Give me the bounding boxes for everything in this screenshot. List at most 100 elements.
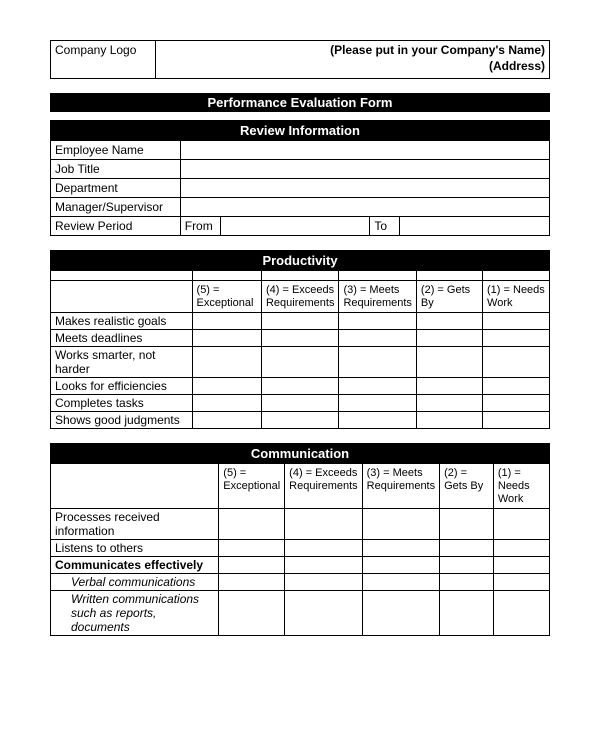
rating-cell[interactable] <box>416 412 482 429</box>
productivity-row: Completes tasks <box>51 395 550 412</box>
criteria-label: Processes received information <box>51 509 219 540</box>
manager-label: Manager/Supervisor <box>51 198 181 217</box>
rating-cell[interactable] <box>440 509 494 540</box>
productivity-rating-header-row: (5) = Exceptional (4) = Exceeds Requirem… <box>51 281 550 313</box>
rating-cell[interactable] <box>192 347 261 378</box>
rating-cell[interactable] <box>416 378 482 395</box>
review-period-label: Review Period <box>51 217 181 236</box>
communication-header: Communication <box>51 444 550 464</box>
review-info-table: Review Information Employee Name Job Tit… <box>50 120 550 236</box>
productivity-corner-cell <box>51 281 193 313</box>
manager-value[interactable] <box>180 198 549 217</box>
criteria-label: Communicates effectively <box>51 557 219 574</box>
communication-row: Written communications such as reports, … <box>51 591 550 636</box>
rating-cell[interactable] <box>362 540 439 557</box>
criteria-label: Listens to others <box>51 540 219 557</box>
rating-cell[interactable] <box>483 313 550 330</box>
company-info-cell: (Please put in your Company's Name) (Add… <box>155 41 549 79</box>
to-value[interactable] <box>400 217 550 236</box>
review-info-header: Review Information <box>51 121 550 141</box>
rating-2-header: (2) = Gets By <box>416 281 482 313</box>
rating-cell[interactable] <box>192 412 261 429</box>
rating-cell[interactable] <box>192 330 261 347</box>
rating-4-header: (4) = Exceeds Requirements <box>285 464 362 509</box>
company-address-placeholder: (Address) <box>489 59 545 73</box>
rating-cell[interactable] <box>285 509 362 540</box>
rating-cell[interactable] <box>440 557 494 574</box>
company-name-placeholder: (Please put in your Company's Name) <box>330 43 545 57</box>
rating-cell[interactable] <box>362 591 439 636</box>
rating-cell[interactable] <box>483 395 550 412</box>
rating-cell[interactable] <box>285 591 362 636</box>
rating-cell[interactable] <box>261 313 338 330</box>
rating-cell[interactable] <box>192 395 261 412</box>
rating-cell[interactable] <box>483 347 550 378</box>
rating-cell[interactable] <box>219 540 285 557</box>
rating-cell[interactable] <box>339 378 416 395</box>
rating-cell[interactable] <box>261 412 338 429</box>
form-title-bar: Performance Evaluation Form <box>50 93 550 112</box>
rating-cell[interactable] <box>261 378 338 395</box>
rating-cell[interactable] <box>483 330 550 347</box>
rating-cell[interactable] <box>483 412 550 429</box>
rating-cell[interactable] <box>416 347 482 378</box>
productivity-row: Shows good judgments <box>51 412 550 429</box>
rating-cell[interactable] <box>192 378 261 395</box>
rating-cell[interactable] <box>493 540 549 557</box>
rating-cell[interactable] <box>285 557 362 574</box>
rating-cell[interactable] <box>219 591 285 636</box>
rating-cell[interactable] <box>493 574 549 591</box>
rating-cell[interactable] <box>416 313 482 330</box>
communication-table: Communication (5) = Exceptional (4) = Ex… <box>50 443 550 636</box>
rating-cell[interactable] <box>285 574 362 591</box>
criteria-label: Shows good judgments <box>51 412 193 429</box>
rating-cell[interactable] <box>339 412 416 429</box>
rating-cell[interactable] <box>339 347 416 378</box>
communication-row: Listens to others <box>51 540 550 557</box>
rating-cell[interactable] <box>440 540 494 557</box>
rating-cell[interactable] <box>493 509 549 540</box>
communication-row: Verbal communications <box>51 574 550 591</box>
info-row: Manager/Supervisor <box>51 198 550 217</box>
rating-cell[interactable] <box>261 330 338 347</box>
rating-cell[interactable] <box>362 574 439 591</box>
criteria-label: Completes tasks <box>51 395 193 412</box>
rating-cell[interactable] <box>219 509 285 540</box>
rating-cell[interactable] <box>493 591 549 636</box>
rating-cell[interactable] <box>261 347 338 378</box>
rating-cell[interactable] <box>192 313 261 330</box>
criteria-label: Meets deadlines <box>51 330 193 347</box>
rating-cell[interactable] <box>493 557 549 574</box>
rating-cell[interactable] <box>362 509 439 540</box>
department-value[interactable] <box>180 179 549 198</box>
rating-cell[interactable] <box>219 574 285 591</box>
company-logo-cell: Company Logo <box>51 41 156 79</box>
rating-3-header: (3) = Meets Requirements <box>362 464 439 509</box>
job-title-label: Job Title <box>51 160 181 179</box>
job-title-value[interactable] <box>180 160 549 179</box>
rating-cell[interactable] <box>219 557 285 574</box>
info-row: Department <box>51 179 550 198</box>
rating-cell[interactable] <box>440 591 494 636</box>
rating-cell[interactable] <box>339 395 416 412</box>
rating-cell[interactable] <box>339 330 416 347</box>
rating-cell[interactable] <box>362 557 439 574</box>
rating-cell[interactable] <box>440 574 494 591</box>
from-value[interactable] <box>220 217 370 236</box>
info-row: Employee Name <box>51 141 550 160</box>
rating-cell[interactable] <box>483 378 550 395</box>
employee-name-value[interactable] <box>180 141 549 160</box>
criteria-label: Verbal communications <box>51 574 219 591</box>
rating-cell[interactable] <box>339 313 416 330</box>
rating-cell[interactable] <box>261 395 338 412</box>
communication-row: Processes received information <box>51 509 550 540</box>
employee-name-label: Employee Name <box>51 141 181 160</box>
rating-cell[interactable] <box>416 330 482 347</box>
to-label: To <box>370 217 400 236</box>
productivity-table: Productivity (5) = Exceptional (4) = Exc… <box>50 250 550 429</box>
productivity-row: Makes realistic goals <box>51 313 550 330</box>
from-label: From <box>180 217 220 236</box>
rating-cell[interactable] <box>285 540 362 557</box>
header-table: Company Logo (Please put in your Company… <box>50 40 550 79</box>
rating-cell[interactable] <box>416 395 482 412</box>
